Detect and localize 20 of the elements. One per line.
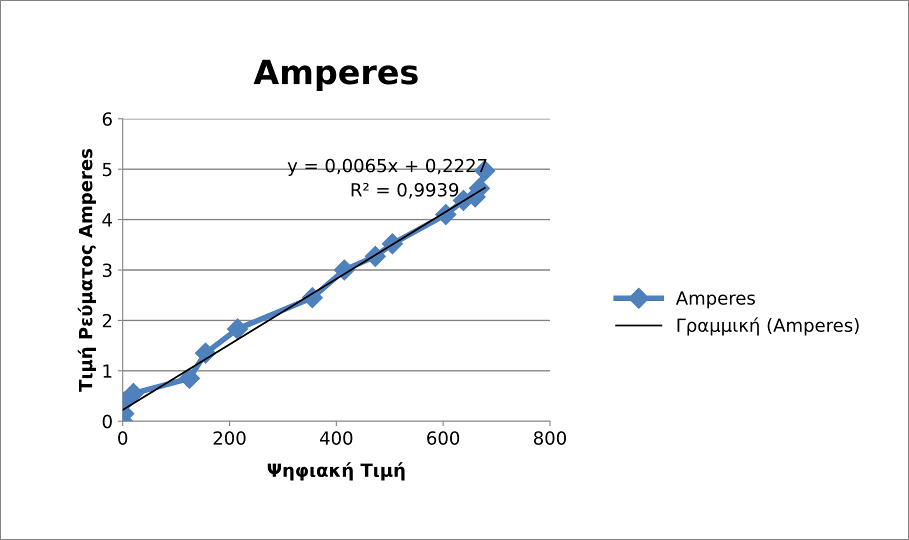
x-axis-title: Ψηφιακή Τιμή (268, 462, 405, 480)
x-tick-label: 400 (320, 431, 352, 445)
annotation: R² = 0,9939 (352, 182, 458, 198)
y-tick-label: 1 (103, 364, 112, 378)
y-tick-label: 4 (102, 213, 112, 226)
chart-title: Amperes (254, 60, 418, 92)
x-tick-label: 800 (534, 431, 566, 445)
y-tick-label: 3 (102, 263, 112, 278)
y-tick-label: 5 (102, 162, 112, 176)
legend-label: Amperes (676, 291, 755, 308)
x-tick-label: 600 (427, 431, 460, 445)
point (178, 368, 200, 389)
x-tick-label: 200 (214, 431, 246, 445)
y-tick-label: 6 (102, 112, 112, 126)
x-tick-label: 0 (118, 431, 128, 445)
y-axis-title: Τιμή Ρεύματος Amperes (78, 149, 96, 392)
y-tick-label: 2 (102, 314, 112, 328)
legend-label: Γραμμική (Amperes) (678, 317, 859, 336)
point (227, 318, 248, 340)
y-tick-label: 0 (102, 414, 112, 428)
